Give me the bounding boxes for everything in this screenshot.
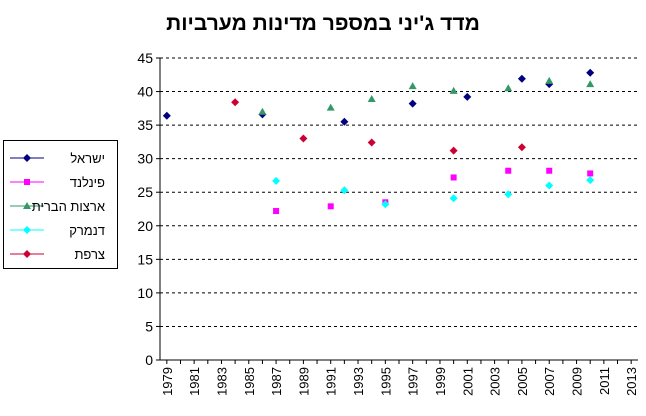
legend-label-finland: פינלנד <box>69 175 105 190</box>
legend-swatch-france <box>10 250 44 258</box>
data-point-france <box>231 98 240 107</box>
chart-title: מדד ג'יני במספר מדינות מערביות <box>166 12 480 35</box>
y-tick-label: 0 <box>145 352 153 368</box>
data-point-finland <box>546 167 553 174</box>
legend-swatch-usa <box>10 202 44 209</box>
legend-marker-denmark <box>23 226 31 234</box>
legend-marker-usa <box>23 202 31 209</box>
legend-item-usa: ארצות הברית <box>4 197 117 217</box>
x-tick-label: 1989 <box>296 367 311 396</box>
x-tick-label: 1981 <box>187 367 202 396</box>
legend-marker-finland <box>24 179 30 185</box>
data-point-denmark <box>504 190 513 199</box>
legend-marker-israel <box>23 154 31 162</box>
legend: ישראל פינלנד ארצות הברית דנמרק צרפת <box>3 140 118 269</box>
data-point-france <box>299 134 308 143</box>
data-point-usa <box>545 76 554 84</box>
x-tick-label: 1997 <box>406 367 421 396</box>
y-tick-label: 10 <box>137 285 153 301</box>
data-point-usa <box>504 84 513 92</box>
x-tick-label: 1999 <box>433 367 448 396</box>
data-point-israel <box>408 99 417 108</box>
data-point-finland <box>327 203 334 210</box>
x-tick-label: 2013 <box>624 367 639 396</box>
x-tick-label: 1991 <box>324 367 339 396</box>
legend-swatch-denmark <box>10 226 44 234</box>
legend-label-france: צרפת <box>74 247 105 262</box>
legend-swatch-finland <box>10 179 44 185</box>
y-tick-label: 25 <box>137 184 153 200</box>
x-tick-label: 1983 <box>214 367 229 396</box>
data-point-denmark <box>586 176 595 185</box>
legend-item-finland: פינלנד <box>4 173 117 193</box>
data-point-finland <box>505 167 512 174</box>
data-point-usa <box>408 82 417 90</box>
legend-label-usa: ארצות הברית <box>31 199 105 214</box>
data-point-france <box>517 143 526 152</box>
y-tick-label: 45 <box>137 50 153 66</box>
data-point-israel <box>586 68 595 77</box>
y-tick-label: 15 <box>137 251 153 267</box>
legend-item-france: צרפת <box>4 245 117 265</box>
y-tick-label: 30 <box>137 151 153 167</box>
data-point-denmark <box>449 194 458 203</box>
legend-item-denmark: דנמרק <box>4 221 117 241</box>
legend-swatch-israel <box>10 154 44 162</box>
data-point-france <box>449 146 458 155</box>
y-tick-label: 40 <box>137 84 153 100</box>
data-point-denmark <box>272 176 281 185</box>
data-point-israel <box>340 117 349 126</box>
data-point-usa <box>258 107 267 115</box>
x-tick-label: 2011 <box>597 367 612 395</box>
x-tick-label: 1987 <box>269 367 284 396</box>
data-point-france <box>367 138 376 147</box>
x-tick-label: 2009 <box>570 367 585 396</box>
x-tick-label: 2003 <box>488 367 503 396</box>
legend-label-israel: ישראל <box>70 151 105 166</box>
legend-item-israel: ישראל <box>4 149 117 169</box>
y-tick-label: 20 <box>137 218 153 234</box>
data-point-denmark <box>545 181 554 190</box>
data-point-usa <box>586 80 595 88</box>
x-tick-label: 2001 <box>460 367 475 396</box>
y-tick-label: 5 <box>145 318 153 334</box>
data-point-usa <box>449 86 458 94</box>
data-point-israel <box>162 111 171 120</box>
data-point-israel <box>517 74 526 83</box>
x-tick-label: 1995 <box>378 367 393 396</box>
legend-label-denmark: דנמרק <box>69 223 105 238</box>
x-tick-label: 2005 <box>515 367 530 396</box>
x-tick-label: 1979 <box>160 367 175 396</box>
data-point-usa <box>326 103 335 111</box>
x-tick-label: 1985 <box>242 367 257 396</box>
data-point-usa <box>367 94 376 102</box>
data-point-denmark <box>381 200 390 209</box>
y-tick-label: 35 <box>137 117 153 133</box>
legend-marker-france <box>23 250 31 258</box>
x-tick-label: 1993 <box>351 367 366 396</box>
data-point-israel <box>463 92 472 101</box>
x-tick-label: 2007 <box>542 367 557 396</box>
data-point-denmark <box>340 186 349 195</box>
data-point-finland <box>273 208 280 215</box>
data-point-finland <box>587 170 594 177</box>
data-point-finland <box>450 174 457 181</box>
